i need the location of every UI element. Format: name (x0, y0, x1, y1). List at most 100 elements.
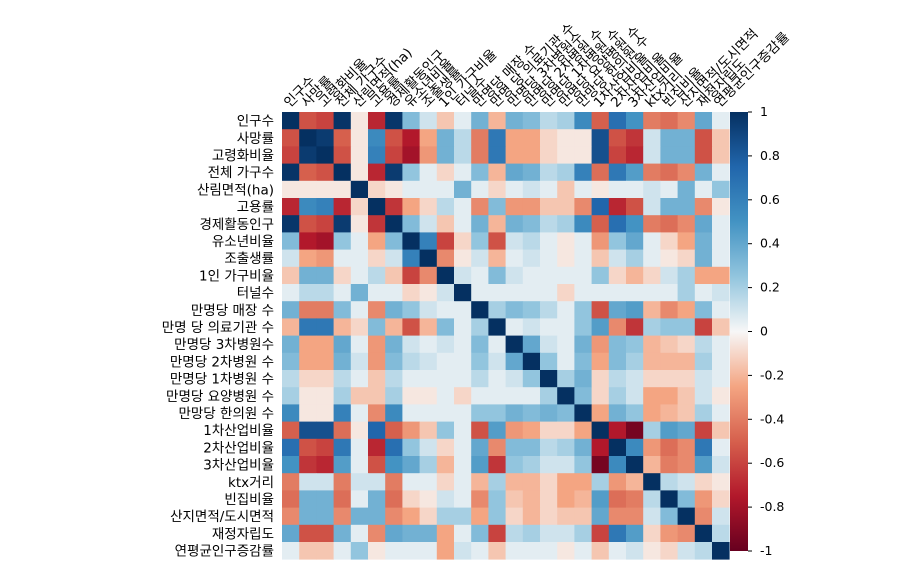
heatmap-cell (437, 181, 455, 199)
heatmap-cell (678, 370, 696, 388)
heatmap-cell (334, 215, 352, 233)
heatmap-cell (351, 112, 369, 130)
row-label: 만명당 3차병원수 (174, 337, 274, 353)
heatmap-cell (592, 456, 610, 474)
heatmap-cell (402, 490, 420, 508)
heatmap-cell (540, 112, 558, 130)
colorbar-tick-label: 0.2 (760, 280, 780, 295)
heatmap-cell (488, 301, 506, 319)
heatmap-cell (506, 250, 524, 268)
heatmap-cell (488, 232, 506, 250)
heatmap-cell (695, 473, 713, 491)
heatmap-cell (678, 456, 696, 474)
heatmap-cell (471, 370, 489, 388)
heatmap-cell (660, 267, 678, 285)
heatmap-cell (506, 146, 524, 164)
heatmap-cell (316, 370, 334, 388)
heatmap-cell (334, 473, 352, 491)
heatmap-cell (420, 387, 438, 405)
heatmap-cell (540, 404, 558, 422)
heatmap-cell (368, 439, 386, 457)
heatmap-cell (643, 542, 661, 560)
heatmap-cell (488, 508, 506, 526)
row-label: 고용률 (237, 200, 274, 216)
heatmap-cell (712, 370, 730, 388)
heatmap-cell (334, 146, 352, 164)
heatmap-cell (609, 508, 627, 526)
heatmap-cell (351, 129, 369, 147)
heatmap-cell (437, 525, 455, 543)
heatmap-cell (488, 490, 506, 508)
heatmap-cell (626, 456, 644, 474)
heatmap-cell (299, 353, 317, 371)
heatmap-cell (540, 336, 558, 354)
heatmap-cell (626, 525, 644, 543)
colorbar-tick-label: -0.4 (760, 411, 784, 426)
heatmap-cell (506, 353, 524, 371)
heatmap-cell (643, 490, 661, 508)
heatmap-cell (316, 387, 334, 405)
heatmap-cell (506, 301, 524, 319)
heatmap-cell (712, 439, 730, 457)
heatmap-cell (299, 387, 317, 405)
heatmap-cell (695, 318, 713, 336)
heatmap-cell (660, 198, 678, 216)
heatmap-cell (282, 284, 300, 302)
heatmap-cell (299, 439, 317, 457)
heatmap-cell (506, 267, 524, 285)
heatmap-cell (454, 525, 472, 543)
row-label: 재정자립도 (212, 526, 274, 542)
heatmap-cell (678, 473, 696, 491)
heatmap-cell (420, 370, 438, 388)
colorbar-tick-label: -0.6 (760, 455, 784, 470)
heatmap-cell (574, 146, 592, 164)
heatmap-cell (385, 542, 403, 560)
heatmap-cell (609, 439, 627, 457)
heatmap-cell (385, 112, 403, 130)
heatmap-cell (678, 439, 696, 457)
heatmap-cell (712, 422, 730, 440)
heatmap-cell (523, 232, 541, 250)
heatmap-cell (334, 232, 352, 250)
heatmap-cell (557, 542, 575, 560)
heatmap-cell (592, 232, 610, 250)
heatmap-cell (437, 370, 455, 388)
heatmap-cell (402, 301, 420, 319)
heatmap-cell (695, 164, 713, 182)
heatmap-cell (609, 284, 627, 302)
heatmap-cell (574, 525, 592, 543)
heatmap-cell (609, 387, 627, 405)
heatmap-cell (574, 490, 592, 508)
heatmap-cell (609, 473, 627, 491)
heatmap-cell (557, 508, 575, 526)
heatmap-cell (351, 387, 369, 405)
heatmap-cell (557, 439, 575, 457)
heatmap-cell (695, 250, 713, 268)
heatmap-cell (592, 198, 610, 216)
heatmap-cell (420, 542, 438, 560)
heatmap-cell (437, 232, 455, 250)
heatmap-cell (454, 353, 472, 371)
heatmap-cell (334, 336, 352, 354)
heatmap-cell (695, 542, 713, 560)
heatmap-cell (695, 146, 713, 164)
heatmap-cell (678, 198, 696, 216)
heatmap-cell (471, 129, 489, 147)
heatmap-cell (488, 146, 506, 164)
heatmap-cell (299, 336, 317, 354)
heatmap-cell (695, 422, 713, 440)
heatmap-cell (574, 232, 592, 250)
heatmap-cell (643, 422, 661, 440)
heatmap-cell (420, 181, 438, 199)
heatmap-cell (454, 146, 472, 164)
heatmap-cell (368, 181, 386, 199)
heatmap-cell (385, 456, 403, 474)
heatmap-cell (626, 112, 644, 130)
heatmap-cell (557, 525, 575, 543)
heatmap-cell (316, 284, 334, 302)
heatmap-cell (506, 112, 524, 130)
heatmap-cell (351, 456, 369, 474)
colorbar-tick-label: -0.2 (760, 367, 784, 382)
heatmap-cell (437, 404, 455, 422)
heatmap-cell (437, 439, 455, 457)
